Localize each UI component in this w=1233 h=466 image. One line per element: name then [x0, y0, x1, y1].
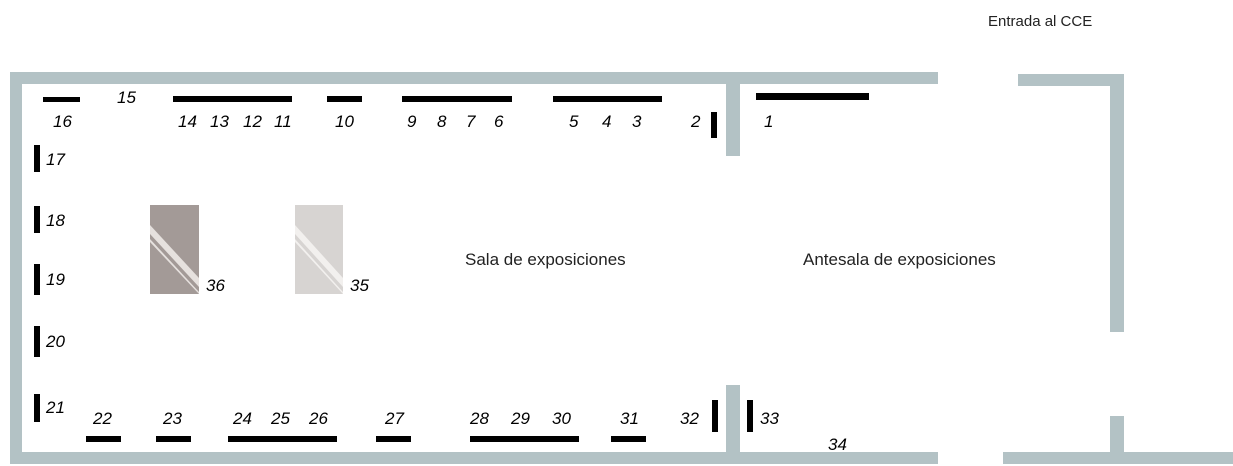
wall-top: [10, 72, 938, 84]
entrance-label: Entrada al CCE: [988, 13, 1093, 30]
panel-21: [34, 394, 40, 422]
exhibit-number: 2: [691, 112, 701, 131]
exhibit-number: 6: [494, 112, 504, 131]
panel-11-14: [173, 96, 292, 102]
panel-17: [34, 145, 40, 172]
wall-right-upper: [1110, 74, 1124, 332]
wall-bottom: [10, 452, 938, 464]
exhibit-number: 26: [309, 409, 328, 428]
exhibit-number: 36: [206, 276, 225, 295]
exhibit-number: 22: [93, 409, 112, 428]
panel-16: [43, 97, 80, 102]
exhibit-number: 5: [569, 112, 579, 131]
exhibit-number: 10: [335, 112, 354, 131]
pedestal-35: [295, 205, 343, 294]
wall-bottom-right: [1003, 452, 1233, 464]
panel-1: [756, 93, 869, 100]
panel-31: [611, 436, 646, 442]
panel-22: [86, 436, 121, 442]
exhibit-number: 32: [680, 409, 699, 428]
exhibit-number: 25: [271, 409, 290, 428]
panel-6-9: [402, 96, 512, 102]
wall-top-right: [1018, 74, 1124, 86]
partition-lower: [726, 385, 740, 464]
panel-27: [376, 436, 411, 442]
panel-2: [711, 112, 717, 138]
exhibit-number: 23: [163, 409, 182, 428]
main-room-label: Sala de exposiciones: [465, 250, 626, 269]
panel-33: [747, 400, 753, 432]
exhibit-number: 30: [552, 409, 571, 428]
pedestal-36: [150, 205, 199, 294]
exhibit-number: 19: [46, 270, 65, 289]
panel-28-30: [470, 436, 579, 442]
exhibit-number: 16: [53, 112, 72, 131]
exhibit-number: 11: [274, 112, 292, 131]
exhibit-number: 18: [46, 211, 65, 230]
exhibit-number: 12: [243, 112, 262, 131]
panel-23: [156, 436, 191, 442]
panel-10: [327, 96, 362, 102]
panel-20: [34, 326, 40, 357]
exhibit-number: 3: [632, 112, 642, 131]
exhibit-number: 35: [350, 276, 369, 295]
exhibit-number: 1: [764, 112, 774, 131]
exhibit-number: 7: [466, 112, 476, 131]
exhibit-number: 21: [46, 398, 65, 417]
exhibit-number: 27: [385, 409, 404, 428]
wall-left: [10, 72, 22, 464]
exhibit-number: 33: [760, 409, 779, 428]
panel-18: [34, 206, 40, 233]
exhibit-number: 20: [46, 332, 65, 351]
antechamber-label: Antesala de exposiciones: [803, 250, 996, 269]
exhibit-number: 4: [602, 112, 612, 131]
exhibit-number: 14: [178, 112, 197, 131]
exhibit-number: 8: [437, 112, 447, 131]
panel-19: [34, 264, 40, 295]
exhibit-number: 9: [407, 112, 417, 131]
panel-24-26: [228, 436, 337, 442]
exhibit-number: 29: [511, 409, 530, 428]
partition-upper: [726, 72, 740, 156]
exhibit-number: 24: [233, 409, 252, 428]
exhibit-number: 28: [470, 409, 489, 428]
exhibit-number: 13: [210, 112, 229, 131]
exhibit-number: 31: [620, 409, 639, 428]
exhibit-number: 15: [117, 88, 136, 107]
panel-3-5: [553, 96, 662, 102]
panel-32: [712, 400, 718, 432]
exhibit-number: 17: [46, 150, 65, 169]
exhibit-number: 34: [828, 435, 847, 454]
